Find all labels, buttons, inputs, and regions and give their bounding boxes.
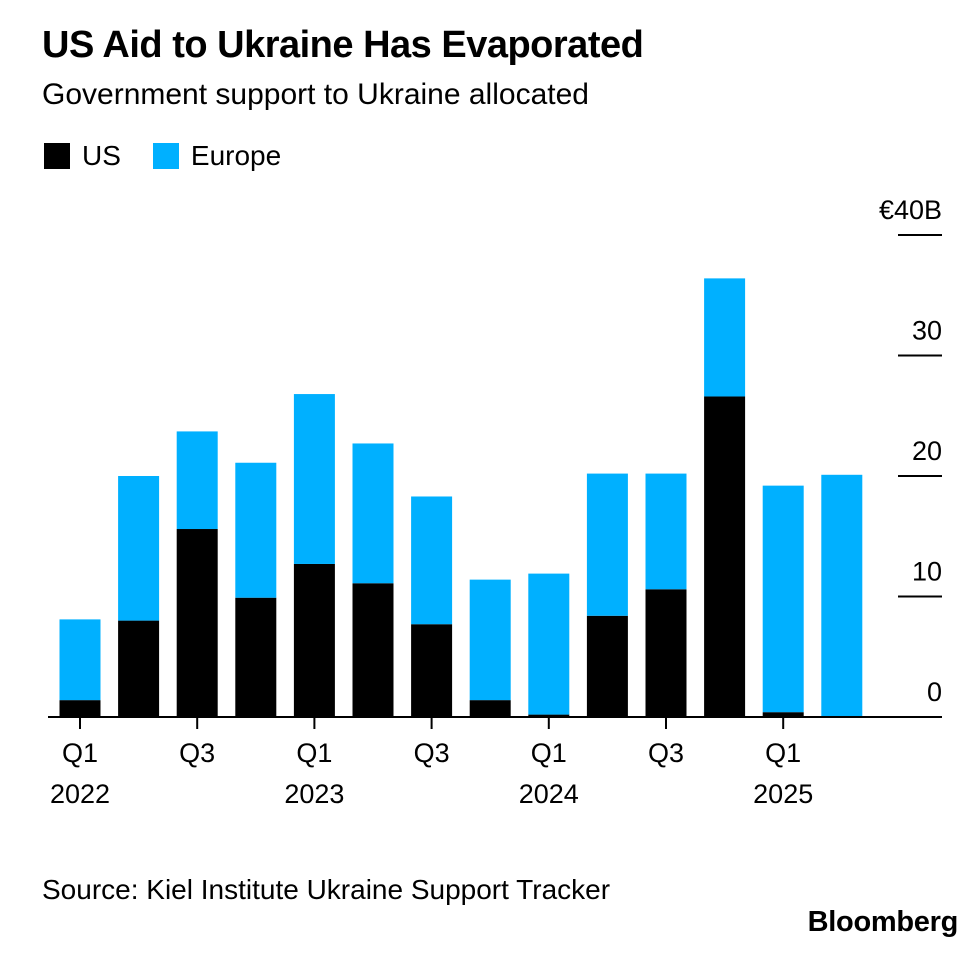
- bar-chart: 0 10 20 30 €40B Q1 2022 Q3 Q1 2023 Q3 Q1 2024 Q3 Q1 202…: [48, 195, 942, 809]
- x-tick-label: Q1: [765, 738, 801, 768]
- bar-europe: [528, 573, 570, 715]
- legend-label-us: US: [82, 140, 121, 171]
- x-tick-year-label: 2023: [284, 779, 344, 809]
- x-tick-label: Q1: [531, 738, 567, 768]
- bar-us: [411, 624, 453, 717]
- bar-us: [293, 563, 335, 717]
- x-tick-label: Q3: [648, 738, 684, 768]
- x-tick-label: Q1: [62, 738, 98, 768]
- legend-swatch-europe: [152, 143, 179, 169]
- legend-label-europe: Europe: [190, 140, 282, 171]
- chart-legend: US Europe: [44, 140, 313, 172]
- bar-europe: [235, 462, 277, 598]
- y-tick-label: 30: [912, 316, 942, 346]
- bar-us: [352, 583, 394, 717]
- bar-europe: [176, 431, 218, 530]
- bar-us: [59, 700, 101, 717]
- bar-us: [704, 396, 746, 717]
- bar-us: [176, 529, 218, 717]
- bar-europe: [762, 485, 804, 713]
- bar-us: [118, 620, 160, 717]
- x-tick-year-label: 2024: [519, 779, 579, 809]
- chart-subtitle: Government support to Ukraine allocated: [42, 78, 589, 111]
- x-tick-year-label: 2022: [50, 779, 110, 809]
- y-tick-label: 0: [927, 677, 942, 707]
- x-tick-label: Q3: [414, 738, 450, 768]
- bar-europe: [645, 473, 687, 590]
- y-tick-label: 20: [912, 436, 942, 466]
- bar-europe: [704, 278, 746, 397]
- y-tick-label: €40B: [879, 195, 942, 225]
- chart-title: US Aid to Ukraine Has Evaporated: [42, 24, 644, 66]
- bar-us: [528, 714, 570, 717]
- bar-europe: [411, 496, 453, 625]
- bar-europe: [821, 474, 863, 717]
- bar-europe: [118, 476, 160, 621]
- bar-europe: [586, 473, 628, 616]
- y-tick-label: 10: [912, 557, 942, 587]
- bar-us: [235, 597, 277, 717]
- x-tick-label: Q1: [296, 738, 332, 768]
- bar-us: [762, 712, 804, 717]
- bar-us: [586, 615, 628, 717]
- bar-us: [645, 589, 687, 717]
- source-note: Source: Kiel Institute Ukraine Support T…: [42, 874, 611, 905]
- x-tick-label: Q3: [179, 738, 215, 768]
- bar-europe: [293, 394, 335, 564]
- bar-us: [469, 700, 511, 717]
- legend-item-us: US: [44, 140, 121, 172]
- x-tick-year-label: 2025: [753, 779, 813, 809]
- brand-logo: Bloomberg: [807, 906, 959, 938]
- legend-item-europe: Europe: [152, 140, 282, 172]
- bar-europe: [352, 443, 394, 584]
- legend-swatch-us: [44, 143, 70, 169]
- bar-europe: [469, 579, 511, 701]
- bar-europe: [59, 619, 101, 701]
